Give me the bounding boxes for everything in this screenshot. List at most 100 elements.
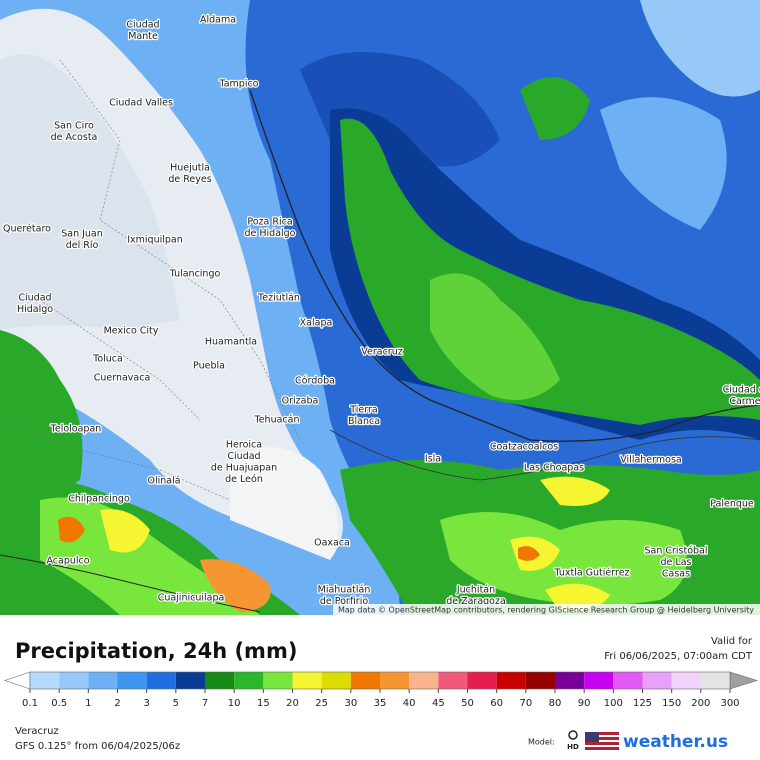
legend-label: 0.5 [51,698,67,709]
model-icon [568,730,578,740]
city-label: Huamantla [205,337,257,348]
city-label: Cuajinicuilapa [158,593,225,604]
city-label: Olinalá [147,476,180,487]
legend-swatch [117,672,147,689]
legend-label: 70 [519,698,532,709]
legend-swatch [146,672,176,689]
city-label: Xalapa [300,318,333,329]
legend-label: 150 [662,698,681,709]
legend-label: 3 [143,698,149,709]
legend-label: 80 [549,698,562,709]
city-label: Palenque [710,499,754,510]
legend-swatch [642,672,672,689]
city-label: Hidalgo [17,304,53,315]
city-label: Juchitán [456,585,495,596]
legend-label: 25 [315,698,328,709]
city-label: Ciudad [126,20,159,31]
city-label: Querétaro [3,224,51,235]
city-label: San Cristóbal [644,546,707,557]
legend-label: 200 [691,698,710,709]
legend-swatch [30,672,60,689]
model-label: Model: [528,738,555,747]
city-label: Isla [425,454,441,465]
city-label: Mexico City [104,326,159,337]
city-label: Blanca [348,416,380,427]
city-label: Veracruz [361,347,402,358]
legend-swatch [409,672,439,689]
city-label: Ciudad del [723,385,760,396]
legend-swatch [496,672,526,689]
legend-swatch [234,672,264,689]
legend-label: 1 [85,698,91,709]
legend-swatch [175,672,205,689]
legend-label: 100 [604,698,623,709]
legend: 0.1 0.5 1 2 3 5 7 10 15 20 25 30 35 40 45 50 60 70 80 90 100… [4,671,758,709]
legend-swatch [88,672,118,689]
legend-swatch [321,672,351,689]
title: Precipitation, 24h (mm) [15,639,297,663]
legend-swatch [59,672,89,689]
city-label: Mante [128,31,158,42]
city-label: Poza Rica [247,217,292,228]
city-label: Tampico [218,79,258,90]
city-label: Casas [662,569,690,580]
legend-label: 45 [432,698,445,709]
city-label: Miahuatlán [318,585,371,596]
city-label: Ixmiquilpan [127,235,183,246]
region: Veracruz [15,726,59,737]
city-label: San Juan [61,229,103,240]
legend-label: 50 [461,698,474,709]
legend-label: 7 [202,698,208,709]
legend-swatch [350,672,380,689]
city-label: Las Choapas [524,463,584,474]
legend-label: 30 [344,698,357,709]
city-label: San Ciro [54,121,94,132]
city-label: Teziutlán [257,293,300,304]
city-label: Aldama [200,15,236,26]
city-label: de Reyes [168,174,211,185]
legend-swatch [263,672,293,689]
city-label: Córdoba [295,376,335,387]
city-label: del Río [66,240,99,251]
legend-swatch [467,672,497,689]
city-label: Chilpancingo [68,494,130,505]
legend-swatch [584,672,614,689]
legend-label: 10 [228,698,241,709]
city-label: Oaxaca [314,538,350,549]
valid-time: Fri 06/06/2025, 07:00am CDT [604,651,753,662]
legend-label: 300 [720,698,739,709]
city-label: Ciudad [227,451,260,462]
city-label: Tuxtla Gutiérrez [553,568,629,579]
city-label: Huejutla [170,163,210,174]
city-label: de Acosta [51,132,98,143]
attribution: Map data © OpenStreetMap contributors, r… [338,606,754,615]
city-label: Acapulco [46,556,89,567]
city-label: Teloloapan [50,424,102,435]
city-label: Carmen [729,396,760,407]
city-label: Tehuacán [254,415,300,426]
legend-label: 60 [490,698,503,709]
model-run: GFS 0.125° from 06/04/2025/06z [15,741,180,752]
legend-swatch [438,672,468,689]
hd: HD [567,743,579,751]
legend-label: 15 [257,698,270,709]
legend-swatch [700,672,730,689]
city-label: Coatzacoalcos [490,442,558,453]
legend-label: 20 [286,698,299,709]
city-label: Heroica [226,440,262,451]
city-label: de Las [661,557,692,568]
city-label: de Hidalgo [244,228,295,239]
legend-label: 2 [114,698,120,709]
city-label: Ciudad Valles [109,98,173,109]
city-label: Villahermosa [620,455,681,466]
valid-label: Valid for [711,636,753,647]
legend-label: 5 [173,698,179,709]
city-label: Puebla [193,361,225,372]
city-label: Toluca [92,354,123,365]
flag [585,732,619,750]
legend-swatch [671,672,701,689]
legend-swatch [205,672,235,689]
